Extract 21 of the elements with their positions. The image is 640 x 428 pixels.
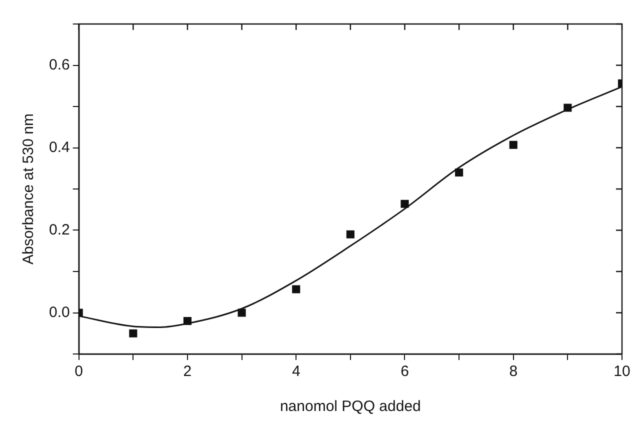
x-axis-title: nanomol PQQ added bbox=[280, 398, 421, 416]
y-tick-label: 0.4 bbox=[48, 138, 70, 156]
text: 0.0 bbox=[48, 304, 70, 321]
point bbox=[238, 308, 246, 317]
point bbox=[346, 230, 354, 238]
y-axis-title: Absorbance at 530 nm bbox=[20, 114, 38, 264]
point bbox=[564, 104, 572, 112]
x-tick-label: 6 bbox=[400, 363, 409, 380]
point bbox=[292, 285, 300, 294]
x-tick-label: 4 bbox=[292, 363, 300, 380]
point bbox=[400, 200, 409, 208]
y-tick-label: 0.6 bbox=[48, 56, 70, 74]
point bbox=[183, 316, 192, 326]
y-tick-label: 0.2 bbox=[48, 221, 70, 238]
point bbox=[129, 329, 138, 338]
x-tick-label: 0 bbox=[74, 363, 84, 380]
x-tick-label: 2 bbox=[183, 363, 192, 380]
x-tick-label: 10 bbox=[614, 363, 630, 380]
x-tick-label: 8 bbox=[509, 363, 518, 380]
point bbox=[509, 140, 518, 149]
point bbox=[455, 168, 464, 177]
